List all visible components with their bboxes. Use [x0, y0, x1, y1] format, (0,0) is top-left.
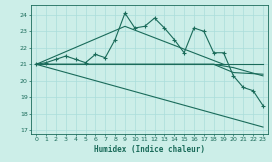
X-axis label: Humidex (Indice chaleur): Humidex (Indice chaleur) [94, 145, 205, 154]
